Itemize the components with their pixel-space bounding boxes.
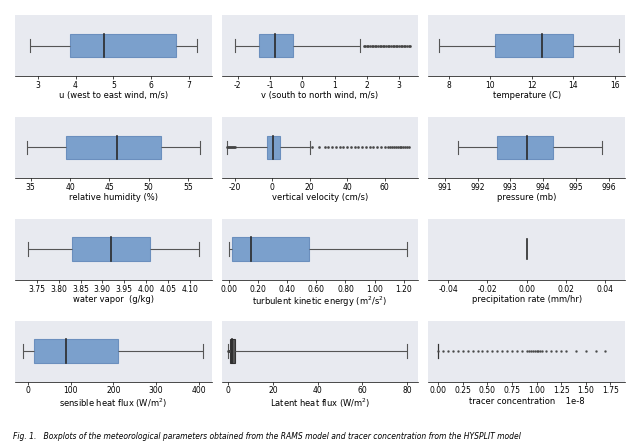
X-axis label: relative humidity (%): relative humidity (%) bbox=[69, 193, 158, 202]
X-axis label: water vapor  (g/kg): water vapor (g/kg) bbox=[73, 295, 154, 304]
X-axis label: u (west to east wind, m/s): u (west to east wind, m/s) bbox=[59, 91, 168, 100]
Bar bbox=[230, 339, 235, 363]
Bar bbox=[495, 34, 573, 58]
Bar bbox=[267, 136, 280, 159]
Bar bbox=[66, 136, 161, 159]
Bar bbox=[34, 339, 118, 363]
X-axis label: v (south to north wind, m/s): v (south to north wind, m/s) bbox=[261, 91, 379, 100]
X-axis label: tracer concentration    1e-8: tracer concentration 1e-8 bbox=[469, 397, 584, 406]
X-axis label: Latent heat flux (W/m$^2$): Latent heat flux (W/m$^2$) bbox=[270, 397, 370, 410]
Bar bbox=[72, 237, 150, 261]
X-axis label: pressure (mb): pressure (mb) bbox=[497, 193, 556, 202]
Bar bbox=[232, 237, 309, 261]
X-axis label: precipitation rate (mm/hr): precipitation rate (mm/hr) bbox=[472, 295, 582, 304]
Bar bbox=[497, 136, 553, 159]
Bar bbox=[70, 34, 176, 58]
X-axis label: vertical velocity (cm/s): vertical velocity (cm/s) bbox=[272, 193, 368, 202]
X-axis label: turbulent kinetic energy (m$^2$/s$^2$): turbulent kinetic energy (m$^2$/s$^2$) bbox=[252, 295, 388, 309]
X-axis label: sensible heat flux (W/m$^2$): sensible heat flux (W/m$^2$) bbox=[60, 397, 167, 410]
Text: Fig. 1.   Boxplots of the meteorological parameters obtained from the RAMS model: Fig. 1. Boxplots of the meteorological p… bbox=[13, 432, 521, 441]
Bar bbox=[259, 34, 292, 58]
X-axis label: temperature (C): temperature (C) bbox=[493, 91, 561, 100]
